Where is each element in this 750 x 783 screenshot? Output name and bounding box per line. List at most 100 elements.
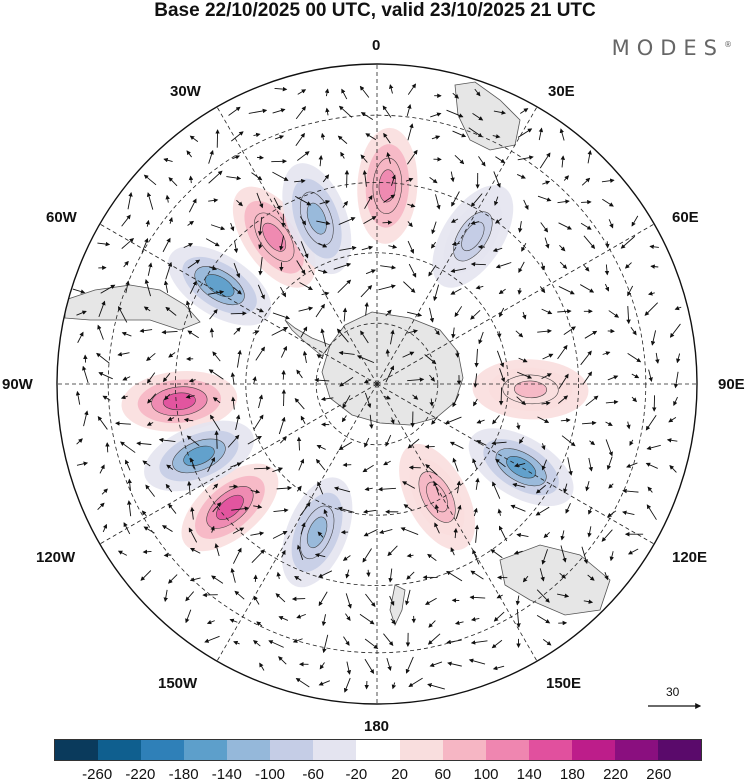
wind-vector [607, 375, 619, 381]
lon-label-150w: 150W [158, 675, 198, 692]
wind-vector [99, 464, 105, 474]
wind-vector [668, 416, 677, 423]
wind-vector [208, 290, 225, 295]
wind-vector [540, 222, 549, 233]
wind-vector [543, 531, 550, 539]
wind-vector [230, 222, 235, 232]
wind-vector [83, 410, 89, 427]
wind-vector [452, 92, 460, 99]
wind-vector [587, 150, 592, 164]
wind-vector [627, 548, 639, 555]
wind-vector [317, 570, 333, 578]
wind-vector [314, 377, 330, 383]
wind-vector [604, 571, 609, 581]
wind-vector [468, 127, 483, 138]
wind-vector [316, 444, 326, 450]
wind-vector [519, 436, 524, 444]
wind-vector [492, 134, 501, 139]
wind-vector [522, 311, 527, 320]
wind-vector [561, 435, 576, 447]
wind-vector [122, 376, 131, 381]
wind-vector [431, 221, 437, 235]
wind-vector [542, 639, 552, 646]
wind-vector [279, 235, 285, 251]
wind-vector [297, 151, 310, 161]
wind-vector [168, 574, 178, 584]
lon-label-30e: 30E [548, 83, 575, 100]
wind-vector [98, 372, 113, 380]
wind-vector [493, 196, 499, 206]
wind-vector [557, 395, 569, 404]
wind-vector [605, 399, 619, 405]
wind-vector [669, 323, 681, 338]
wind-vector [407, 221, 413, 228]
wind-vector [474, 88, 481, 97]
wind-vector [583, 264, 590, 272]
wind-vector [143, 174, 157, 186]
wind-vector [247, 435, 262, 445]
lon-label-120e: 120E [672, 549, 708, 566]
wind-vector [520, 108, 529, 114]
wind-vector [431, 135, 441, 140]
wind-vector [559, 244, 566, 252]
wind-vector [295, 132, 305, 146]
wind-vector [649, 244, 659, 250]
wind-vector [492, 247, 503, 253]
wind-vector [495, 458, 506, 468]
wind-vector [360, 154, 368, 163]
wind-vector [336, 328, 349, 343]
map-title: Base 22/10/2025 00 UTC, valid 23/10/2025… [154, 0, 596, 21]
wind-vector [250, 489, 261, 494]
wind-vector [337, 506, 355, 513]
wind-vector [145, 484, 155, 497]
wind-vector [295, 106, 306, 120]
wind-vector [298, 306, 314, 312]
wind-vector [567, 457, 573, 476]
wind-vector [648, 369, 653, 382]
meridian-line [376, 383, 538, 662]
wind-vector [390, 417, 395, 425]
wind-vector [100, 284, 116, 294]
wind-vector [271, 327, 289, 336]
wind-vector [300, 415, 306, 424]
wind-vector [168, 177, 178, 187]
wind-vector [183, 243, 194, 249]
wind-vector [253, 640, 261, 647]
wind-vector [647, 486, 653, 493]
wind-vector [162, 237, 171, 253]
lon-label-150e: 150E [546, 675, 582, 692]
wind-vector [296, 369, 303, 379]
wind-vector [560, 155, 566, 168]
wind-vector [356, 355, 375, 364]
wind-vector [383, 194, 396, 203]
wind-vector [72, 288, 86, 294]
wind-vector [318, 242, 328, 248]
wind-vector [204, 635, 220, 643]
registered-mark: ® [724, 40, 732, 49]
wind-vector [513, 550, 523, 555]
wind-vector [253, 132, 261, 138]
wind-vector [604, 283, 610, 292]
positive-lobe-5 [399, 443, 476, 551]
wind-vector [363, 529, 378, 537]
wind-vector [644, 302, 658, 316]
wind-vector [673, 371, 679, 389]
wind-vector [146, 421, 154, 426]
wind-vector [403, 281, 416, 293]
wind-vector [407, 438, 420, 449]
wind-vector [559, 572, 566, 579]
wind-vector [522, 575, 529, 583]
wind-vector [231, 131, 244, 142]
wind-vector [272, 171, 289, 181]
wind-vector [167, 416, 175, 421]
wind-vector [452, 130, 467, 138]
wind-vector [208, 265, 218, 271]
wind-vector [581, 177, 591, 186]
wind-vector [563, 175, 570, 181]
meridian-line [376, 383, 655, 545]
wind-vector [406, 104, 412, 117]
wind-vector [491, 639, 503, 649]
wind-vector [233, 286, 242, 295]
wind-vector [602, 198, 614, 207]
wind-vector [253, 414, 264, 430]
